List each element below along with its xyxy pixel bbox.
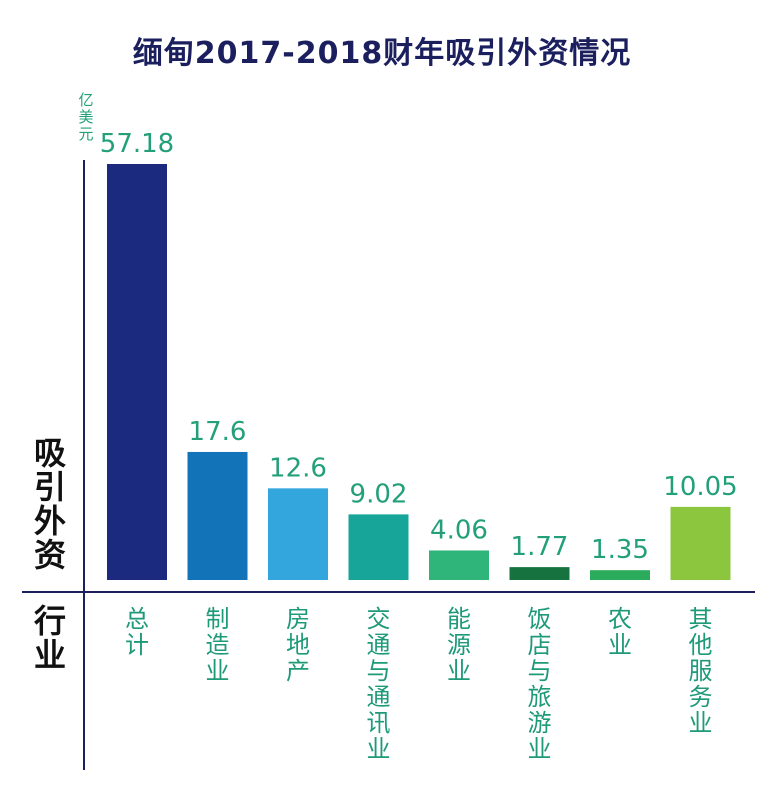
bar-value-label: 57.18 (100, 129, 174, 159)
unit-label: 亿美元 (78, 91, 94, 143)
bar-value-label: 10.05 (663, 472, 737, 502)
category-label: 房地产 (286, 605, 310, 685)
bar-2 (187, 451, 248, 580)
bar-6 (509, 567, 570, 580)
x-axis-label: 行业 (33, 602, 66, 674)
bar-1 (107, 164, 167, 580)
category-label: 总计 (125, 605, 149, 659)
category-label: 制造业 (205, 605, 230, 685)
bar-value-label: 9.02 (350, 479, 408, 509)
bar-3 (268, 488, 328, 580)
bar-8 (670, 506, 731, 580)
category-label: 其他服务业 (688, 605, 713, 737)
y-axis-label: 吸引外资 (33, 434, 66, 574)
bar-value-label: 4.06 (430, 515, 488, 545)
category-label: 农业 (608, 605, 632, 659)
bar-value-label: 1.77 (511, 532, 569, 562)
category-label: 交通与通讯业 (366, 605, 391, 763)
bar-4 (348, 514, 409, 580)
category-label: 能源业 (447, 605, 471, 685)
bar-value-label: 1.35 (591, 535, 649, 565)
category-label: 饭店与旅游业 (527, 605, 552, 763)
bar-value-label: 12.6 (269, 453, 327, 483)
chart-title: 缅甸2017-2018财年吸引外资情况 (132, 36, 632, 71)
bar-7 (590, 570, 650, 580)
bar-5 (429, 550, 489, 580)
bar-value-label: 17.6 (189, 417, 247, 447)
